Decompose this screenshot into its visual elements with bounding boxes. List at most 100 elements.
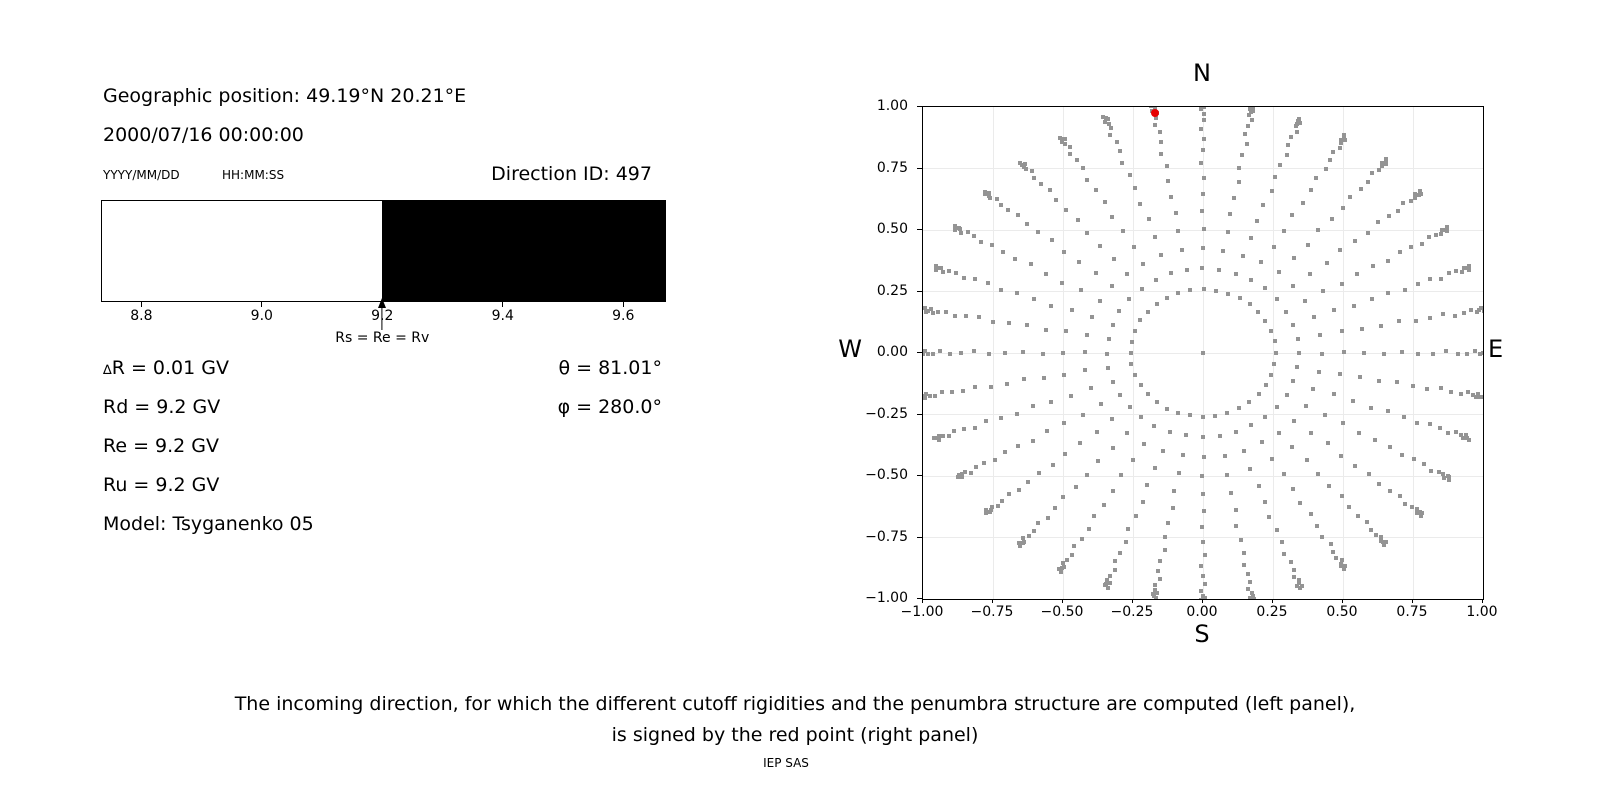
scatter-dot [1256,392,1261,397]
scatter-dot [1083,368,1088,373]
scatter-dot [1379,164,1384,169]
scatter-dot [1233,272,1238,277]
scatter-dot [1268,372,1273,377]
scatter-dot [1328,541,1333,546]
scatter-dot [1296,581,1301,586]
scatter-dot [1234,430,1239,435]
scatter-dot [1466,268,1471,273]
scatter-dot [1464,433,1469,438]
scatter-dot [931,435,936,440]
scatter-dot [1369,171,1374,176]
scatter-dot [1242,550,1247,555]
scatter-dot [1024,167,1029,172]
scatter-dot [1481,309,1483,314]
scatter-dot [937,266,942,271]
red-direction-point [1150,108,1159,117]
scatter-dot [965,230,970,235]
x-tick-mark [1272,599,1273,603]
x-tick-mark [1132,599,1133,603]
delta-symbol: ∆ [103,363,112,378]
scatter-dot [1387,488,1392,493]
scatter-dot [1298,501,1303,506]
scatter-dot [1295,583,1300,588]
scatter-dot [1086,527,1091,532]
scatter-dot [959,230,964,235]
scatter-dot [1399,453,1404,458]
scatter-dot [1465,435,1470,440]
scatter-dot [1323,167,1328,171]
scatter-dot [1322,412,1327,417]
scatter-dot [1377,379,1382,384]
scatter-dot [1107,581,1112,586]
scatter-dot [1199,208,1204,213]
scatter-dot [1368,528,1373,533]
scatter-dot [1157,577,1162,582]
scatter-dot [1396,319,1401,324]
scatter-dot [1308,430,1313,435]
scatter-dot [1200,191,1205,196]
scatter-dot [1446,431,1451,436]
scatter-dot [1362,351,1367,356]
scatter-dot [1053,198,1058,203]
scatter-dot [1154,115,1159,120]
scatter-dot [1255,219,1260,224]
scatter-dot [990,319,995,324]
scatter-dot [1231,195,1236,200]
scatter-dot [1466,390,1471,395]
scatter-dot [1414,506,1419,511]
scatter-dot [1166,179,1171,183]
scatter-dot [1199,525,1204,530]
scatter-dot [1240,153,1245,158]
scatter-dot [1397,250,1402,255]
scatter-dot [1059,136,1064,141]
scatter-dot [1159,252,1164,257]
scatter-dot [1428,422,1433,427]
scatter-dot [1320,534,1325,539]
scatter-dot [1201,286,1206,291]
credit-label: IEP SAS [763,756,809,770]
scatter-dot [1460,270,1465,275]
scatter-dot [1005,208,1010,213]
scatter-dot [1377,168,1382,173]
delta-r-text: R = 0.01 GV [111,357,229,379]
scatter-dot [1128,172,1133,177]
scatter-dot [1248,580,1253,585]
scatter-dot [1118,392,1123,397]
scatter-dot [1433,232,1438,237]
scatter-dot [1029,262,1034,267]
scatter-dot [1199,161,1204,166]
scatter-dot [969,470,974,475]
scatter-dot [1408,198,1413,203]
scatter-dot [1289,560,1294,565]
scatter-dot [956,225,961,230]
scatter-dot [1153,583,1158,588]
scatter-dot [1188,413,1193,418]
scatter-dot [1291,418,1296,423]
scatter-dot [1236,406,1241,411]
scatter-dot [1213,414,1218,419]
scatter-dot [971,234,976,239]
scatter-dot [1413,319,1418,324]
scatter-dot [1026,479,1030,484]
x-tick-mark [1062,599,1063,603]
scatter-dot [1290,445,1295,450]
scatter-dot [1269,189,1274,194]
scatter-dot [1273,174,1278,179]
scatter-dot [1339,453,1344,458]
scatter-dot [1061,495,1066,500]
re-value: Re = 9.2 GV [103,435,220,457]
scatter-dot [1290,379,1295,384]
scatter-dot [1383,539,1388,544]
scatter-dot [1018,161,1023,166]
scatter-dot [1327,157,1332,162]
scatter-dot [1094,271,1099,276]
scatter-dot [1124,540,1129,545]
scatter-dot [1461,435,1466,440]
scatter-dot [1420,510,1424,515]
scatter-dot [1379,160,1384,165]
scatter-dot [976,315,981,320]
scatter-dot [1409,504,1414,509]
scatter-dot [1269,457,1274,462]
scatter-dot [1422,461,1427,466]
